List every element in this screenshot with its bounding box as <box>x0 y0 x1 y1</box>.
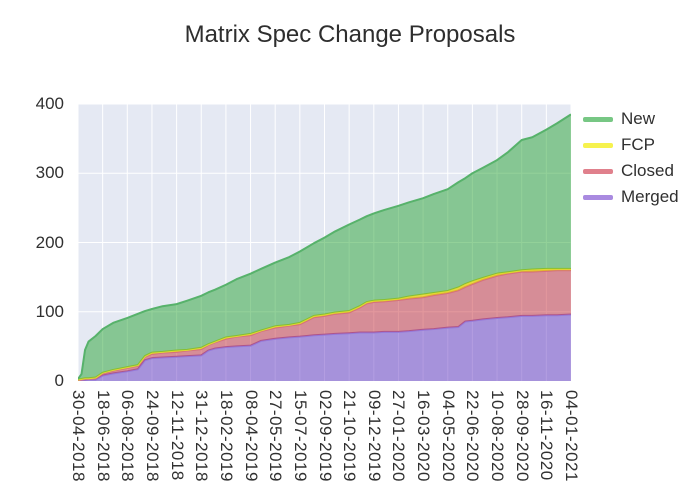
x-tick-label: 10-08-2020 <box>488 390 508 482</box>
legend-swatch-icon <box>583 168 613 174</box>
y-tick-label: 200 <box>35 232 64 252</box>
chart-title: Matrix Spec Change Proposals <box>184 21 516 48</box>
x-tick-label: 31-12-2018 <box>192 390 212 482</box>
x-tick-label: 02-09-2019 <box>315 390 335 482</box>
x-tick-label: 04-05-2020 <box>438 390 458 482</box>
legend-label: Closed <box>621 161 674 180</box>
legend-swatch-icon <box>583 116 613 122</box>
legend-item-merged[interactable]: Merged <box>583 184 679 210</box>
legend-item-fcp[interactable]: FCP <box>583 132 679 158</box>
plot-area[interactable] <box>78 104 571 381</box>
area-closed <box>78 270 571 381</box>
x-tick-label: 09-12-2019 <box>364 390 384 482</box>
area-merged <box>78 314 571 381</box>
x-tick-label: 16-03-2020 <box>414 390 434 482</box>
x-tick-label: 28-09-2020 <box>512 390 532 482</box>
x-tick-label: 16-11-2020 <box>537 390 557 481</box>
y-tick-label: 100 <box>35 301 64 321</box>
x-tick-label: 22-06-2020 <box>463 390 483 482</box>
x-tick-label: 04-01-2021 <box>562 390 581 482</box>
x-tick-label: 24-09-2018 <box>142 390 162 482</box>
x-tick-label: 21-10-2019 <box>340 390 360 482</box>
x-tick-label: 15-07-2019 <box>290 390 310 482</box>
x-tick-label: 30-04-2018 <box>69 390 88 482</box>
legend: New FCP Closed Merged <box>583 106 679 210</box>
x-tick-label: 27-05-2019 <box>266 390 286 482</box>
x-tick-label: 06-08-2018 <box>118 390 138 482</box>
legend-label: FCP <box>621 135 655 154</box>
y-tick-label: 0 <box>54 371 64 390</box>
x-tick-label: 12-11-2018 <box>167 390 187 481</box>
edge-new <box>78 113 571 380</box>
y-tick-label: 400 <box>35 94 64 113</box>
x-tick-label: 27-01-2020 <box>389 390 409 482</box>
y-tick-label: 300 <box>35 163 64 183</box>
legend-item-new[interactable]: New <box>583 106 679 132</box>
x-tick-label: 18-06-2018 <box>93 390 113 482</box>
legend-item-closed[interactable]: Closed <box>583 158 679 184</box>
legend-label: New <box>621 109 656 128</box>
stacked-area-chart <box>78 104 571 381</box>
legend-swatch-icon <box>583 194 613 200</box>
legend-swatch-icon <box>583 142 613 148</box>
area-new <box>78 114 571 380</box>
legend-label: Merged <box>621 187 679 206</box>
x-tick-label: 18-02-2019 <box>216 390 236 482</box>
x-tick-label: 08-04-2019 <box>241 390 261 482</box>
